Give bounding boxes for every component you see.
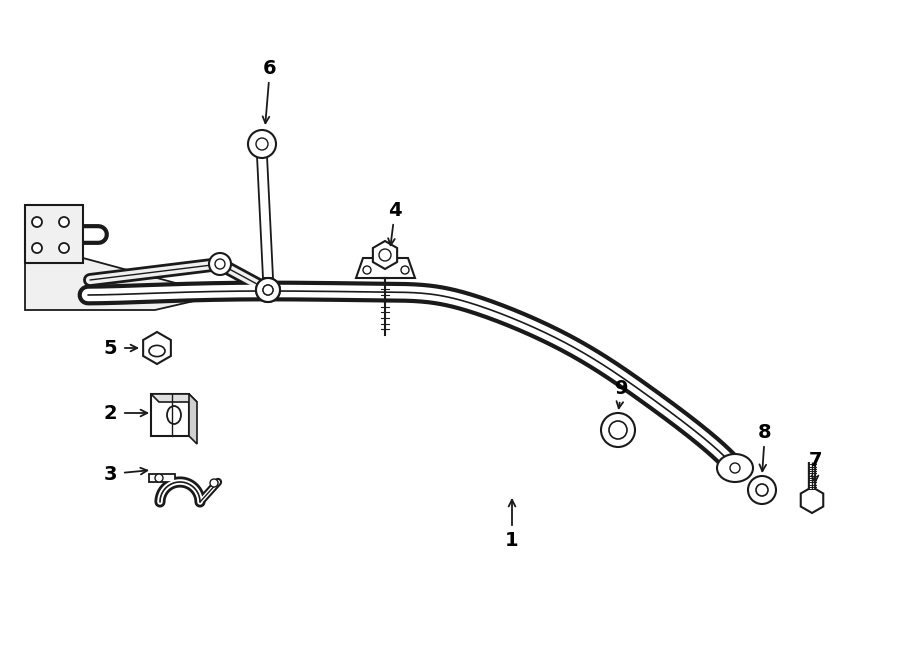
Polygon shape (151, 394, 197, 402)
Polygon shape (189, 394, 197, 444)
Text: 6: 6 (263, 58, 277, 77)
Circle shape (748, 476, 776, 504)
Circle shape (59, 243, 69, 253)
Text: 3: 3 (104, 465, 117, 483)
Polygon shape (25, 258, 220, 310)
Circle shape (209, 253, 231, 275)
Circle shape (730, 463, 740, 473)
Circle shape (210, 479, 218, 487)
Circle shape (215, 259, 225, 269)
Circle shape (263, 285, 273, 295)
Text: 9: 9 (616, 379, 629, 397)
Circle shape (248, 130, 276, 158)
Circle shape (401, 266, 409, 274)
Text: 5: 5 (104, 338, 117, 357)
Text: 1: 1 (505, 530, 518, 549)
Circle shape (756, 484, 768, 496)
Circle shape (363, 266, 371, 274)
FancyBboxPatch shape (151, 394, 189, 436)
Polygon shape (149, 474, 175, 482)
Circle shape (155, 474, 163, 482)
Circle shape (59, 217, 69, 227)
Circle shape (256, 278, 280, 302)
Circle shape (379, 249, 391, 261)
Ellipse shape (167, 406, 181, 424)
Text: 4: 4 (388, 201, 401, 220)
Circle shape (263, 285, 273, 295)
Circle shape (601, 413, 635, 447)
Text: 7: 7 (808, 451, 822, 469)
Circle shape (32, 217, 42, 227)
Polygon shape (257, 156, 273, 278)
Ellipse shape (149, 346, 165, 357)
Circle shape (32, 243, 42, 253)
Bar (25, 205, 83, 263)
Polygon shape (356, 258, 415, 278)
Circle shape (256, 278, 280, 302)
Text: 8: 8 (758, 422, 772, 442)
Circle shape (609, 421, 627, 439)
Circle shape (256, 138, 268, 150)
Text: 2: 2 (104, 404, 117, 422)
Ellipse shape (717, 454, 753, 482)
